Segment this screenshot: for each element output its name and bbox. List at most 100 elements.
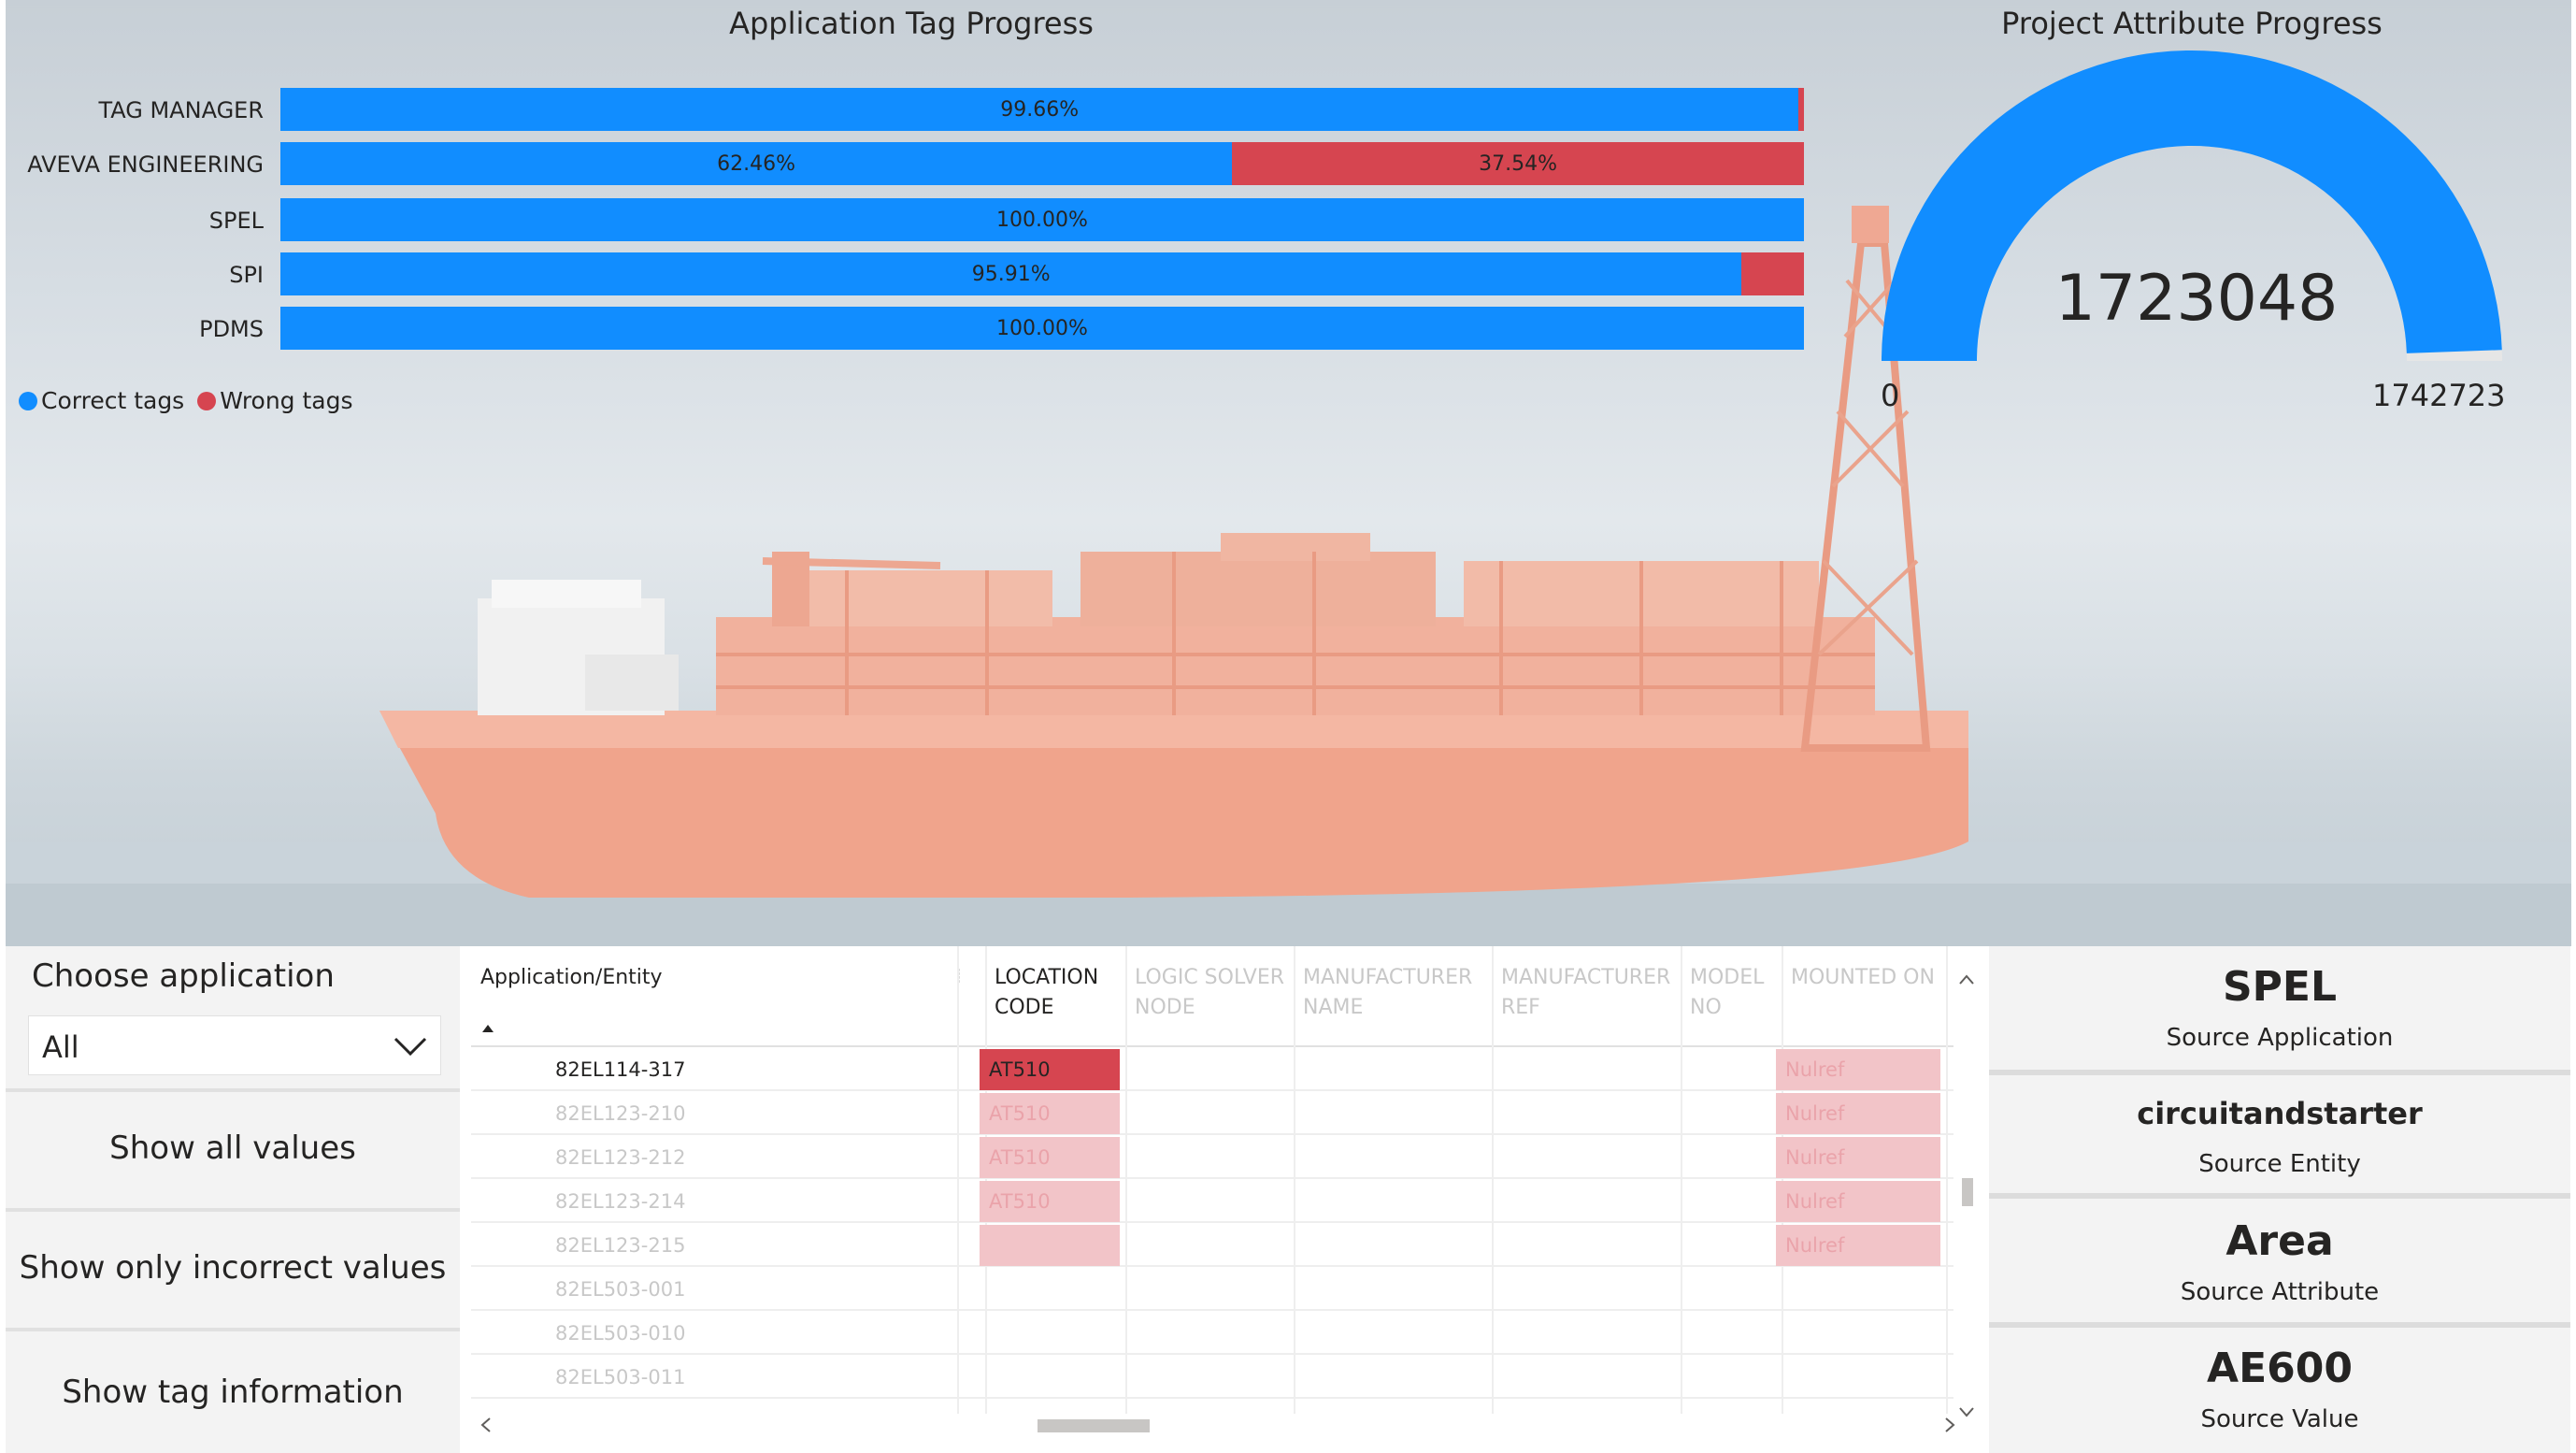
source-application-card: SPEL Source Application — [1989, 963, 2570, 1052]
row-gridline — [471, 1353, 1953, 1355]
row-gridline — [471, 1089, 1953, 1091]
vertical-scroll-thumb[interactable] — [1962, 1178, 1973, 1206]
source-attribute-caption: Source Attribute — [2180, 1278, 2380, 1306]
column-header-line: MODEL — [1690, 966, 1765, 989]
gauge-fill — [1882, 50, 2502, 362]
table-row-label[interactable]: 82EL123-215 — [555, 1234, 686, 1257]
bar-segment-wrong[interactable]: 37.54% — [1232, 142, 1804, 185]
location-code-cell[interactable]: AT510 — [980, 1181, 1120, 1222]
legend-label-wrong: Wrong tags — [220, 387, 353, 414]
horizontal-scroll-thumb[interactable] — [1038, 1419, 1150, 1432]
bar-category-label: AVEVA ENGINEERING — [27, 151, 264, 178]
mounted-on-cell[interactable]: Nulref — [1776, 1181, 1940, 1222]
horizontal-scrollbar[interactable] — [475, 1414, 1961, 1436]
column-header[interactable]: MODEL NO — [1690, 963, 1780, 1023]
legend-item-correct[interactable]: Correct tags — [19, 387, 184, 414]
column-header[interactable]: MANUFACTURER REF — [1501, 963, 1679, 1023]
legend-label-correct: Correct tags — [41, 387, 185, 414]
column-header-line: NO — [1690, 996, 1722, 1019]
bar-segment-correct[interactable]: 62.46% — [280, 142, 1233, 185]
column-header-line: P — [1955, 963, 1957, 993]
column-header-line: LOCATION — [995, 966, 1099, 989]
bar-category-label: TAG MANAGER — [98, 97, 264, 123]
choose-application-label: Choose application — [32, 957, 335, 995]
gauge-max-label: 1742723 — [2372, 378, 2506, 413]
show-all-values-button[interactable]: Show all values — [6, 1088, 460, 1204]
bar-row: SPEL 100.00% — [0, 198, 1813, 241]
source-entity-card: circuitandstarter Source Entity — [1989, 1096, 2570, 1178]
gauge-value: 1723048 — [2054, 262, 2339, 336]
column-header[interactable]: MANUFACTURER NAME — [1303, 963, 1490, 1023]
column-header-line: REF — [1501, 996, 1540, 1019]
column-gridline — [1782, 946, 1783, 1414]
mounted-on-cell[interactable]: Nulref — [1776, 1137, 1940, 1178]
dropdown-selected-value: All — [42, 1029, 79, 1065]
application-dropdown[interactable]: All — [28, 1015, 441, 1075]
table-row-label[interactable]: 82EL503-010 — [555, 1322, 686, 1345]
bar-segment-correct[interactable]: 100.00% — [280, 198, 1804, 241]
divider — [1989, 1322, 2570, 1328]
table-row-label[interactable]: 82EL123-214 — [555, 1190, 686, 1213]
scroll-left-icon[interactable] — [475, 1414, 497, 1436]
column-gridline — [1681, 946, 1682, 1414]
column-header-line: MANUFACTURER — [1303, 966, 1473, 989]
bar-segment-correct[interactable]: 99.66% — [280, 88, 1799, 131]
bar-data-label: 99.66% — [1000, 98, 1080, 122]
location-code-cell[interactable]: AT510 — [980, 1049, 1120, 1090]
bar-category-label: SPEL — [208, 208, 264, 234]
bar-segment-wrong[interactable] — [1741, 252, 1804, 295]
bar-row: PDMS 100.00% — [0, 307, 1813, 350]
mounted-on-cell[interactable]: Nulref — [1776, 1049, 1940, 1090]
column-header[interactable]: MOUNTED ON — [1791, 963, 1944, 993]
column-gridline — [1946, 946, 1948, 1414]
table-row-label[interactable]: 82EL503-011 — [555, 1366, 686, 1388]
scroll-down-icon[interactable] — [1955, 1401, 1978, 1423]
location-code-cell[interactable]: AT510 — [980, 1093, 1120, 1134]
gauge-title: Project Attribute Progress — [2001, 6, 2383, 41]
bar-chart-legend: Correct tags Wrong tags — [19, 387, 366, 414]
row-header-application-entity[interactable]: Application/Entity — [480, 966, 663, 989]
legend-item-wrong[interactable]: Wrong tags — [197, 387, 353, 414]
column-header[interactable]: LOGIC SOLVER NODE — [1135, 963, 1292, 1023]
legend-dot-correct — [19, 391, 37, 410]
bar-track: 95.91% — [280, 252, 1804, 295]
bar-track: 99.66% — [280, 88, 1804, 131]
scroll-right-icon[interactable] — [1939, 1414, 1961, 1436]
gauge-min-label: 0 — [1881, 378, 1900, 413]
mounted-on-cell[interactable]: Nulref — [1776, 1225, 1940, 1266]
header-divider — [471, 1045, 1953, 1047]
vertical-scrollbar[interactable] — [1955, 969, 1978, 1423]
bar-data-label: 100.00% — [996, 209, 1088, 232]
show-tag-information-button[interactable]: Show tag information — [6, 1328, 460, 1453]
bar-segment-correct[interactable]: 95.91% — [280, 252, 1742, 295]
location-code-cell[interactable] — [980, 1225, 1120, 1266]
table-row-label[interactable]: 82EL503-001 — [555, 1278, 686, 1301]
bar-segment-correct[interactable]: 100.00% — [280, 307, 1804, 350]
source-value-caption: Source Value — [2200, 1405, 2359, 1433]
bar-track: 100.00% — [280, 307, 1804, 350]
column-header-line: MOUNTED ON — [1791, 966, 1935, 989]
bar-data-label: 37.54% — [1479, 152, 1557, 176]
chevron-down-icon — [394, 1037, 427, 1057]
table-row-label[interactable]: 82EL123-210 — [555, 1102, 686, 1125]
source-application-caption: Source Application — [2166, 1024, 2394, 1052]
gauge-chart — [1882, 50, 2502, 362]
location-code-cell[interactable]: AT510 — [980, 1137, 1120, 1178]
table-row-label[interactable]: 82EL123-212 — [555, 1146, 686, 1169]
bar-data-label: 95.91% — [971, 263, 1051, 286]
column-gridline — [957, 946, 959, 1414]
table-row-label[interactable]: 82EL114-317 — [555, 1058, 686, 1081]
scroll-up-icon[interactable] — [1955, 969, 1978, 991]
bar-row: AVEVA ENGINEERING 62.46% 37.54% — [0, 142, 1813, 185]
mounted-on-cell[interactable]: Nulref — [1776, 1093, 1940, 1134]
bar-category-label: SPI — [229, 262, 264, 288]
sort-ascending-icon[interactable] — [480, 1023, 495, 1034]
bar-track: 62.46% 37.54% — [280, 142, 1804, 185]
bar-category-label: PDMS — [199, 316, 264, 342]
column-header[interactable]: LOCATION CODE — [995, 963, 1123, 1023]
bar-segment-wrong[interactable] — [1798, 88, 1804, 131]
column-header[interactable]: P — [1955, 963, 1957, 993]
row-gridline — [471, 1265, 1953, 1267]
column-gridline — [985, 946, 987, 1414]
show-incorrect-values-button[interactable]: Show only incorrect values — [6, 1208, 460, 1324]
